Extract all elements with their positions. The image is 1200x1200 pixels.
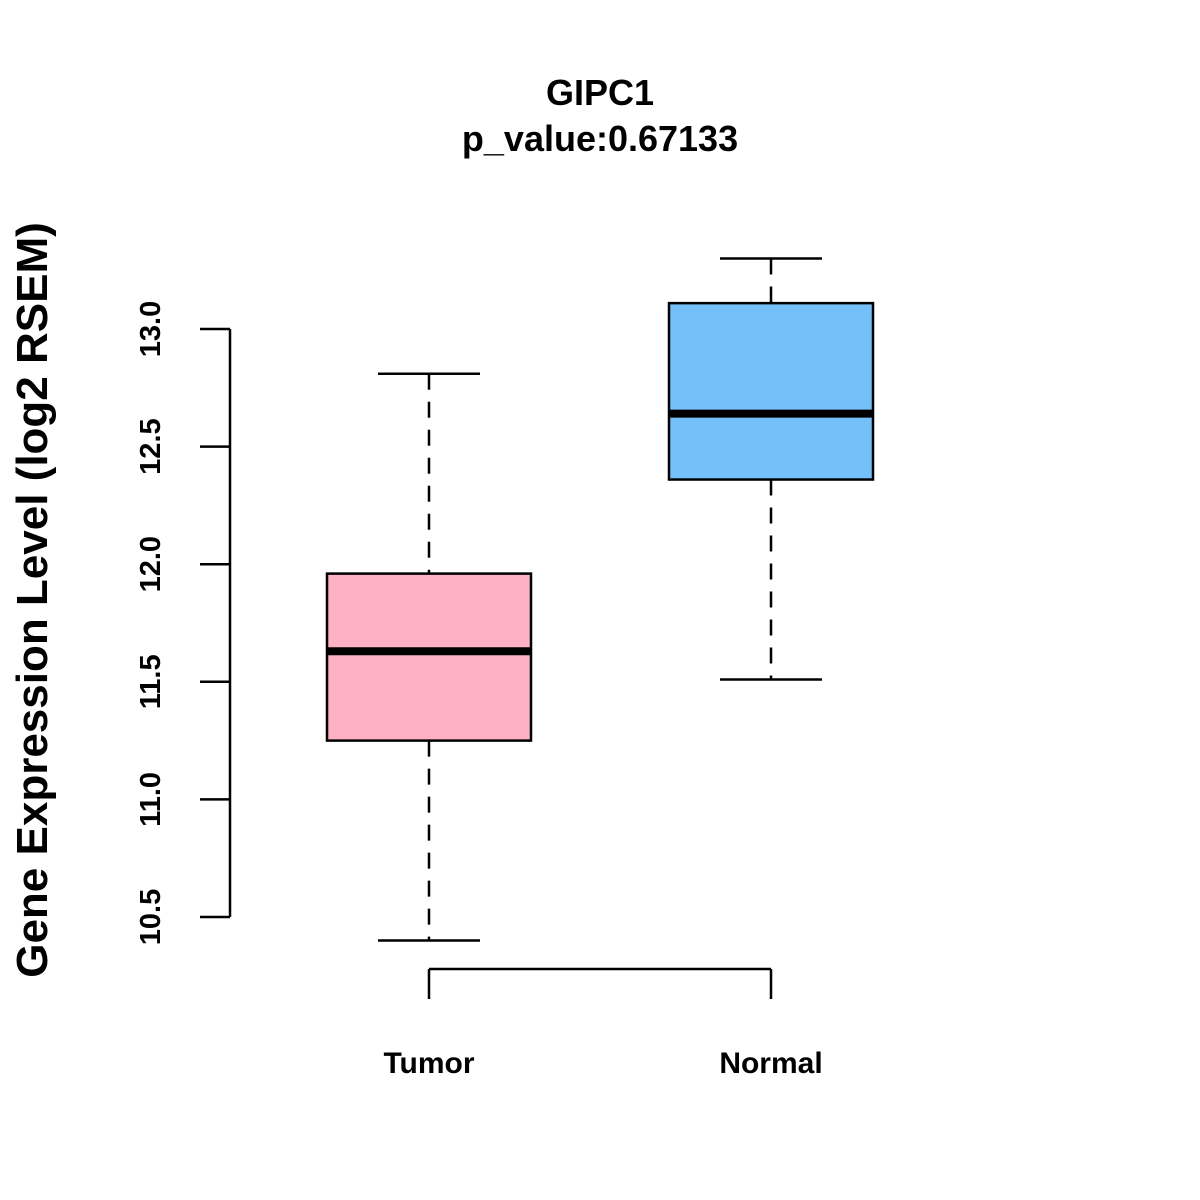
iqr-box-1	[667, 301, 875, 481]
iqr-box-0	[325, 572, 533, 742]
box-tumor	[325, 372, 533, 942]
y-tick-label-4: 12.5	[135, 418, 167, 474]
boxes-group	[325, 257, 875, 942]
y-tick-label-1: 11.0	[135, 772, 167, 827]
y-axis: 10.5 11.0 11.5 12.0 12.5 13.0	[135, 301, 232, 945]
y-axis-label: Gene Expression Level (log2 RSEM)	[8, 222, 57, 978]
chart-subtitle: p_value:0.67133	[462, 118, 738, 159]
x-tick-label-tumor: Tumor	[383, 1047, 474, 1080]
chart-title: GIPC1	[546, 72, 654, 113]
y-tick-label-0: 10.5	[135, 889, 167, 945]
y-tick-label-2: 11.5	[135, 654, 167, 709]
x-axis: Tumor Normal	[383, 967, 823, 1080]
box-normal	[667, 257, 875, 681]
y-tick-label-3: 12.0	[135, 536, 167, 592]
y-tick-label-5: 13.0	[135, 301, 167, 357]
x-tick-label-normal: Normal	[719, 1047, 822, 1080]
